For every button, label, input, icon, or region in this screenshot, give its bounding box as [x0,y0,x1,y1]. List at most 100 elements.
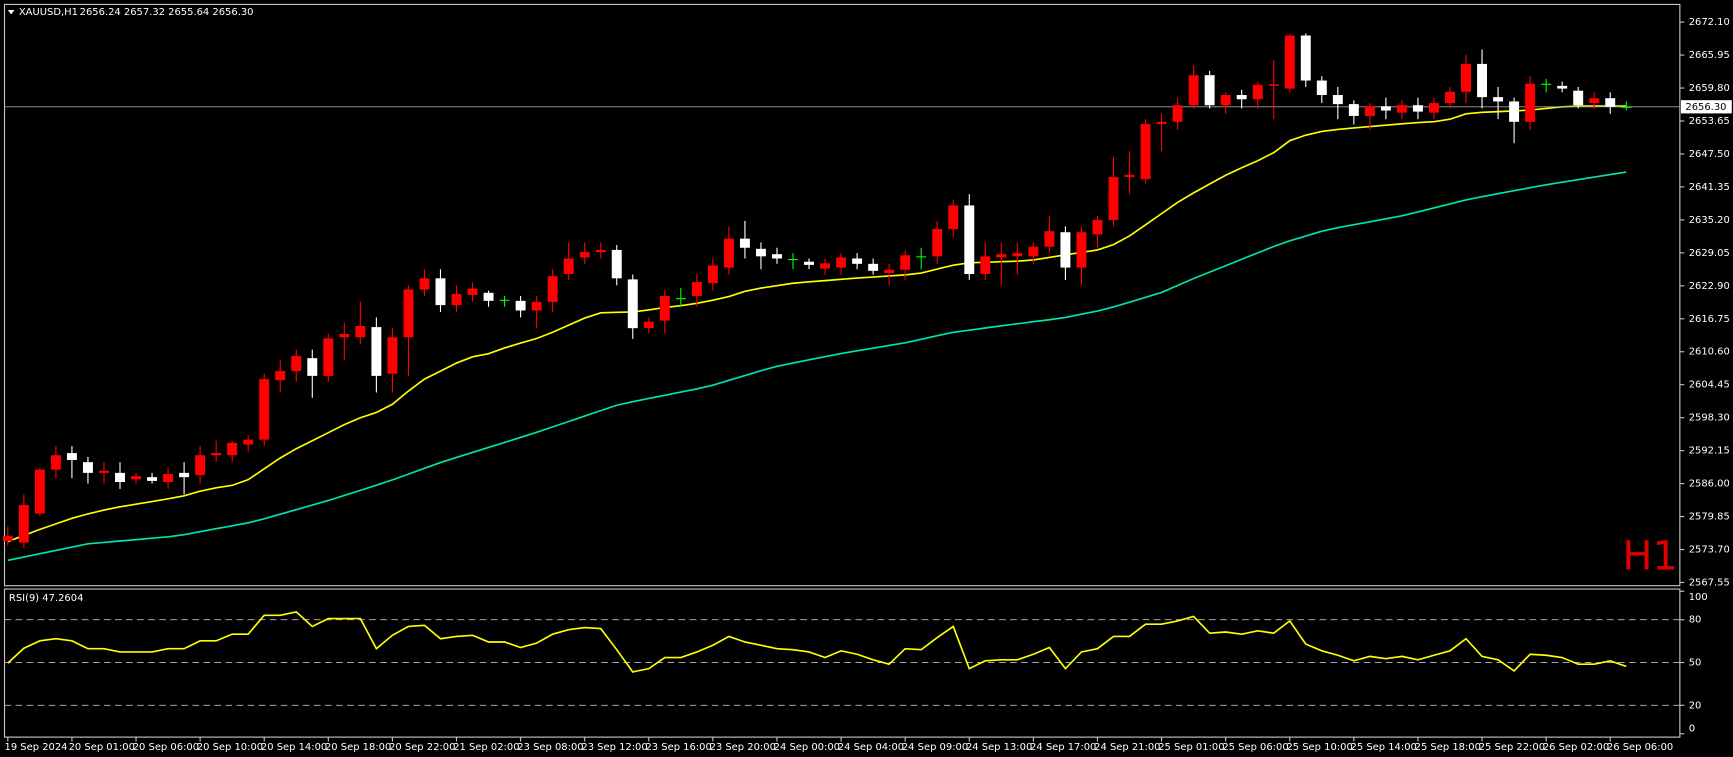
candle-body [163,473,174,482]
x-tick-label: 21 Sep 02:00 [453,742,519,753]
candle-body [659,296,670,321]
candle-body [755,248,766,257]
candle-body [435,278,446,306]
moving-average [7,105,1627,543]
candle-body [1300,35,1311,81]
candle-body [499,299,510,301]
x-tick-label: 23 Sep 20:00 [710,742,776,753]
y-tick-label: 0 [1689,723,1695,734]
y-tick-label: 2586.00 [1689,479,1730,490]
candle-body [1204,75,1215,106]
candle-body [147,477,158,481]
candle-body [355,326,366,338]
candle-body [1220,95,1231,106]
y-tick-label: 50 [1689,658,1702,669]
candle-body [852,258,863,264]
candle-body [1573,90,1584,106]
y-tick-label: 80 [1689,615,1702,626]
y-tick-label: 2573.70 [1689,545,1730,556]
main-pane-frame [3,3,1681,587]
candle-body [307,358,318,376]
x-tick-label: 24 Sep 17:00 [1030,742,1096,753]
candle-body [980,256,991,275]
candle-body [179,472,190,478]
candle-body [643,321,654,329]
candle-body [259,379,270,440]
candle-body [1412,105,1423,112]
ohlc-header: 2656.24 2657.32 2655.64 2656.30 [80,7,254,18]
candle-body [579,252,590,258]
x-tick-label: 25 Sep 14:00 [1351,742,1417,753]
y-tick-label: 2665.95 [1689,50,1730,61]
candle-body [1044,231,1055,247]
candle-body [1140,123,1151,180]
candle-body [1252,84,1263,100]
candle-body [916,256,927,258]
candle-body [1156,121,1167,124]
x-tick-label: 25 Sep 18:00 [1415,742,1481,753]
y-tick-label: 2616.75 [1689,314,1730,325]
candle-body [1284,35,1295,89]
x-tick-label: 25 Sep 22:00 [1479,742,1545,753]
candle-body [211,453,222,456]
candle-body [932,229,943,257]
y-tick-label: 2659.80 [1689,83,1730,94]
candle-body [1172,105,1183,122]
candle-body [627,279,638,329]
y-tick-label: 2604.45 [1689,380,1730,391]
symbol: XAUUSD,H1 [19,7,78,18]
y-tick-label: 20 [1689,700,1702,711]
y-tick-label: 2567.55 [1689,577,1730,588]
y-tick-label: 2622.90 [1689,281,1730,292]
candle-body [243,439,254,445]
x-tick-label: 23 Sep 12:00 [581,742,647,753]
candle-body [2,536,13,541]
y-tick-label: 2610.60 [1689,347,1730,358]
candle-body [611,249,622,279]
candle-body [1525,83,1536,122]
candle-body [467,288,478,295]
x-tick-label: 20 Sep 01:00 [69,742,135,753]
candle-body [115,472,125,482]
menu-icon[interactable] [7,9,15,15]
candle-body [1124,174,1135,178]
candle-body [804,261,815,265]
candle-body [563,258,574,275]
candle-body [1108,177,1119,220]
x-tick-label: 25 Sep 10:00 [1286,742,1352,753]
candle-body [291,356,302,372]
candle-body [419,278,430,290]
candle-body [387,337,398,374]
y-tick-label: 2672.10 [1689,17,1730,28]
candle-body [131,476,141,480]
rsi-title: RSI(9) 47.2604 [9,593,83,604]
candle-body [723,238,734,268]
candle-body [964,205,975,275]
candle-body [1316,80,1327,96]
y-tick-label: 2579.85 [1689,512,1730,523]
price-label-box [1680,100,1732,114]
candle-body [1589,98,1600,104]
candle-body [1461,63,1471,92]
candle-body [195,455,206,476]
candle-body [1028,246,1039,257]
candle-body [547,276,558,302]
candle-body [996,254,1007,258]
timeframe-watermark: H1 [1622,534,1677,580]
candle-body [788,259,798,261]
candle-body [371,327,382,376]
candle-body [836,257,847,268]
x-tick-label: 20 Sep 18:00 [325,742,391,753]
candle-body [339,334,350,338]
candle-body [1364,106,1375,116]
candle-body [1236,95,1247,100]
x-tick-label: 24 Sep 13:00 [966,742,1032,753]
x-tick-label: 20 Sep 14:00 [261,742,327,753]
candle-body [1557,85,1568,89]
candle-body [948,205,959,230]
candle-body [707,265,718,284]
candle-body [50,455,61,470]
